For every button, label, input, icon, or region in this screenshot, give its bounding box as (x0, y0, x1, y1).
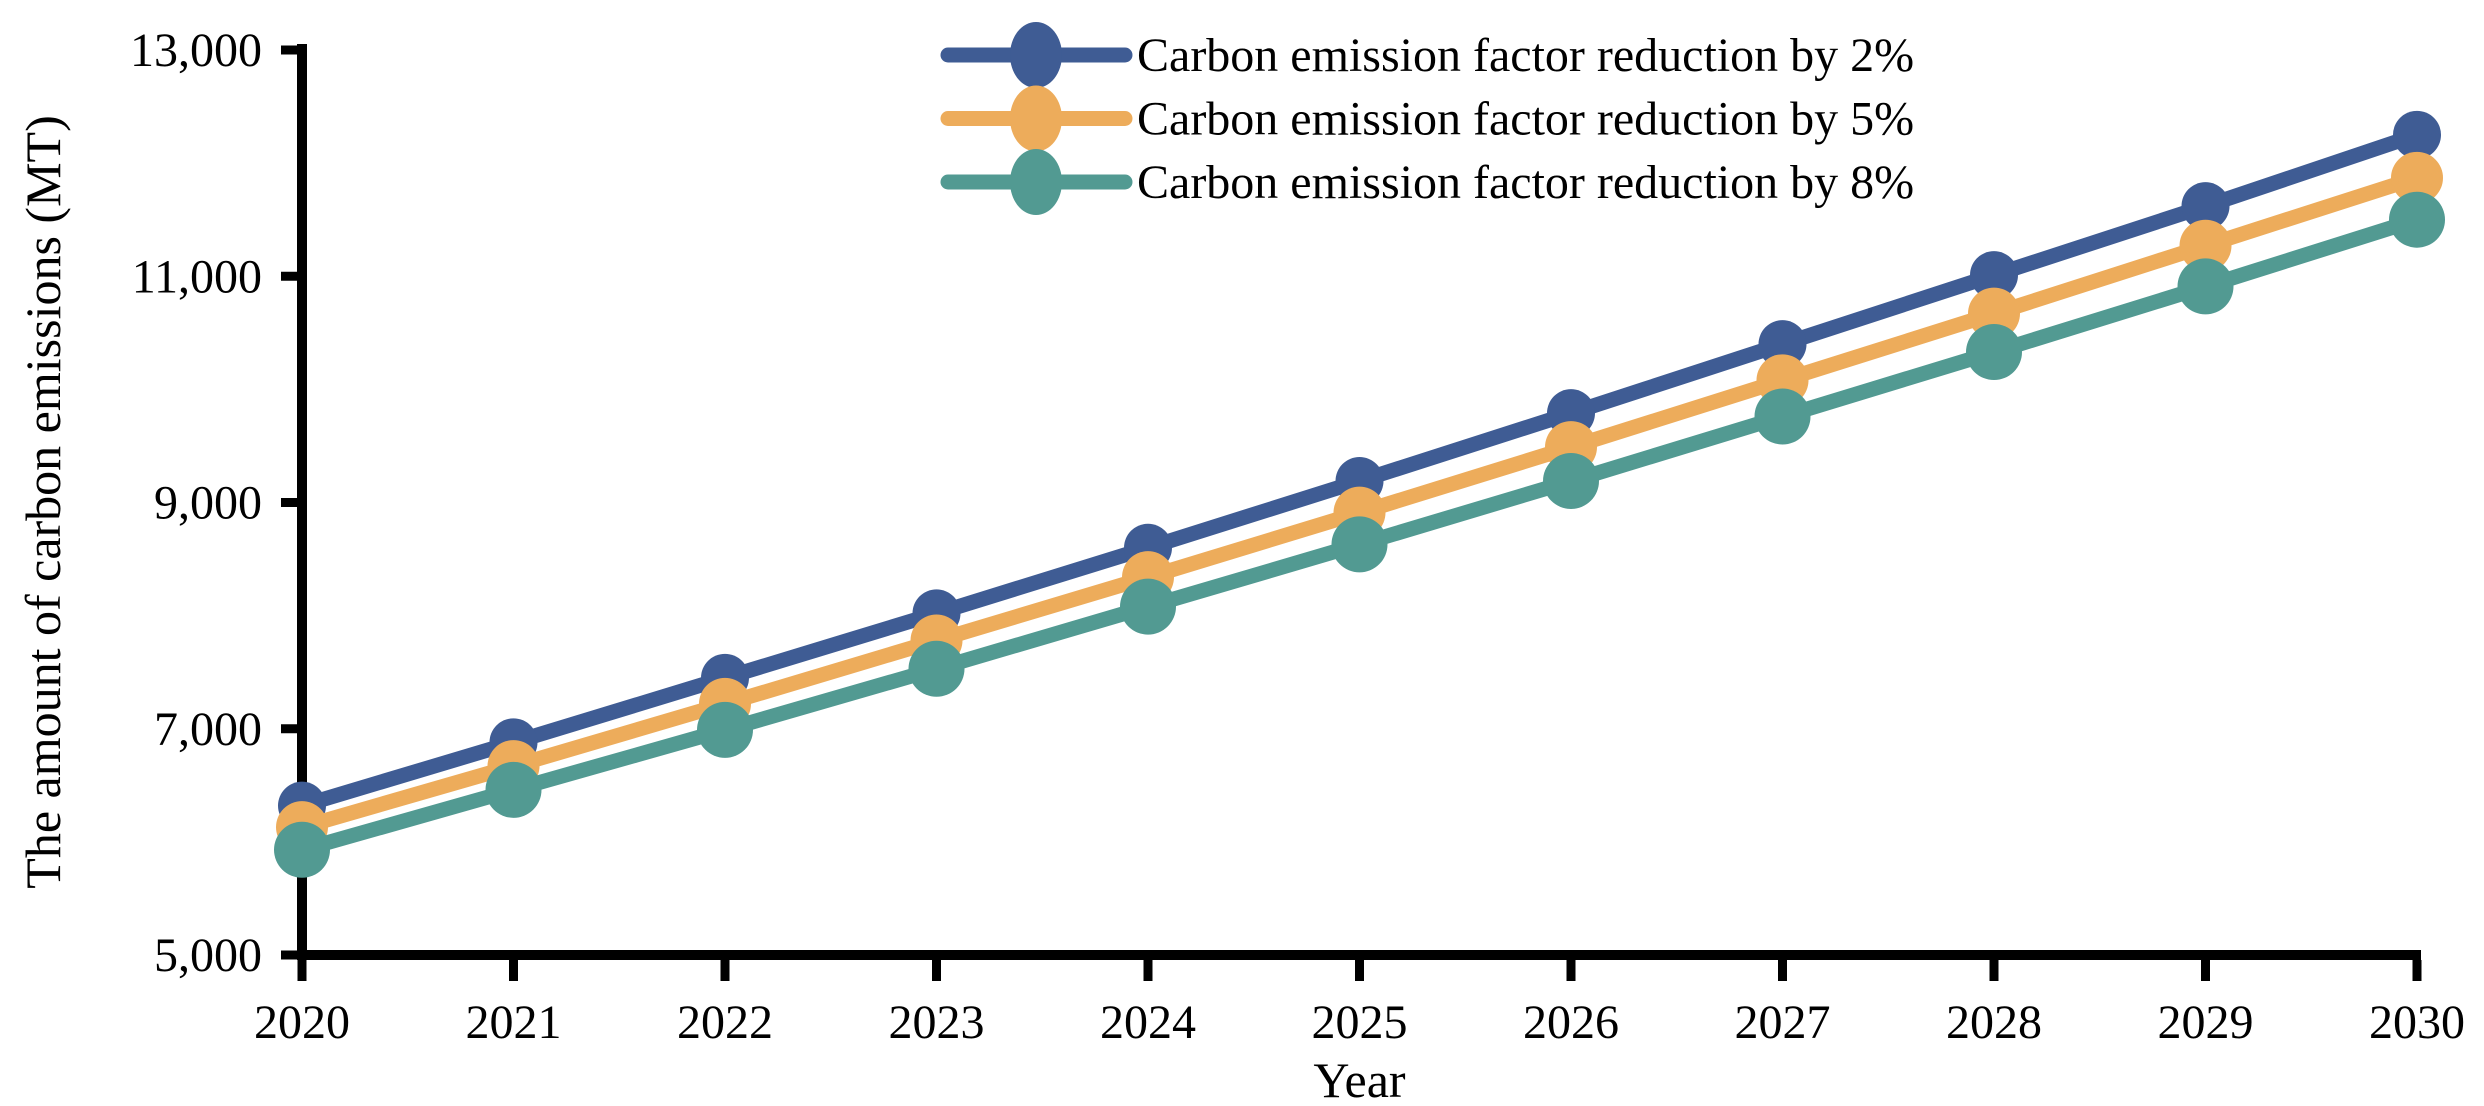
legend-label: Carbon emission factor reduction by 2% (1137, 29, 1914, 82)
data-point-series-1 (1970, 251, 2018, 300)
data-point-series-3 (908, 640, 965, 697)
legend-swatch-marker (1010, 85, 1062, 152)
data-point-series-3 (697, 701, 753, 758)
y-tick-label: 13,000 (130, 24, 262, 77)
data-point-series-3 (2177, 258, 2234, 315)
x-axis-title: Year (1313, 1052, 1405, 1106)
x-tick-label: 2026 (1523, 996, 1619, 1049)
y-tick-label: 5,000 (154, 929, 262, 982)
data-point-series-3 (1966, 324, 2022, 381)
data-point-series-2 (2179, 219, 2232, 272)
x-tick-label: 2020 (254, 996, 350, 1049)
legend-swatch-marker (1010, 22, 1062, 88)
data-point-series-3 (2389, 191, 2445, 248)
legend-swatch-marker (1010, 149, 1062, 215)
x-tick-label: 2027 (1735, 996, 1831, 1049)
x-tick-label: 2024 (1100, 996, 1196, 1049)
data-point-series-1 (2181, 182, 2230, 231)
y-tick-label: 9,000 (154, 477, 262, 530)
data-point-series-1 (1758, 320, 1807, 369)
legend-label: Carbon emission factor reduction by 5% (1137, 93, 1914, 146)
x-tick-label: 2029 (2158, 996, 2254, 1049)
y-tick-label: 11,000 (132, 250, 262, 303)
x-tick-label: 2028 (1946, 996, 2042, 1049)
legend-item-2: Carbon emission factor reduction by 5% (940, 85, 1914, 152)
data-point-series-3 (1754, 388, 1811, 445)
legend-label: Carbon emission factor reduction by 8% (1137, 156, 1914, 209)
data-point-series-3 (1543, 453, 1599, 510)
data-point-series-2 (1968, 287, 2020, 340)
y-axis-title: The amount of carbon emissions (MT) (15, 115, 71, 888)
data-point-series-1 (2393, 110, 2441, 159)
data-point-series-3 (1331, 516, 1388, 573)
x-tick-label: 2023 (889, 996, 985, 1049)
data-point-series-2 (2391, 151, 2443, 204)
data-point-series-3 (485, 761, 542, 818)
y-tick-label: 7,000 (154, 703, 262, 756)
legend: Carbon emission factor reduction by 2% Ca… (940, 22, 1914, 215)
x-tick-label: 2021 (466, 996, 562, 1049)
data-point-series-3 (274, 821, 330, 878)
x-tick-label: 2030 (2369, 996, 2465, 1049)
data-point-series-3 (1120, 578, 1176, 635)
legend-item-3: Carbon emission factor reduction by 8% (940, 149, 1914, 215)
legend-item-1: Carbon emission factor reduction by 2% (940, 22, 1914, 88)
x-tick-label: 2022 (677, 996, 773, 1049)
x-tick-label: 2025 (1312, 996, 1408, 1049)
